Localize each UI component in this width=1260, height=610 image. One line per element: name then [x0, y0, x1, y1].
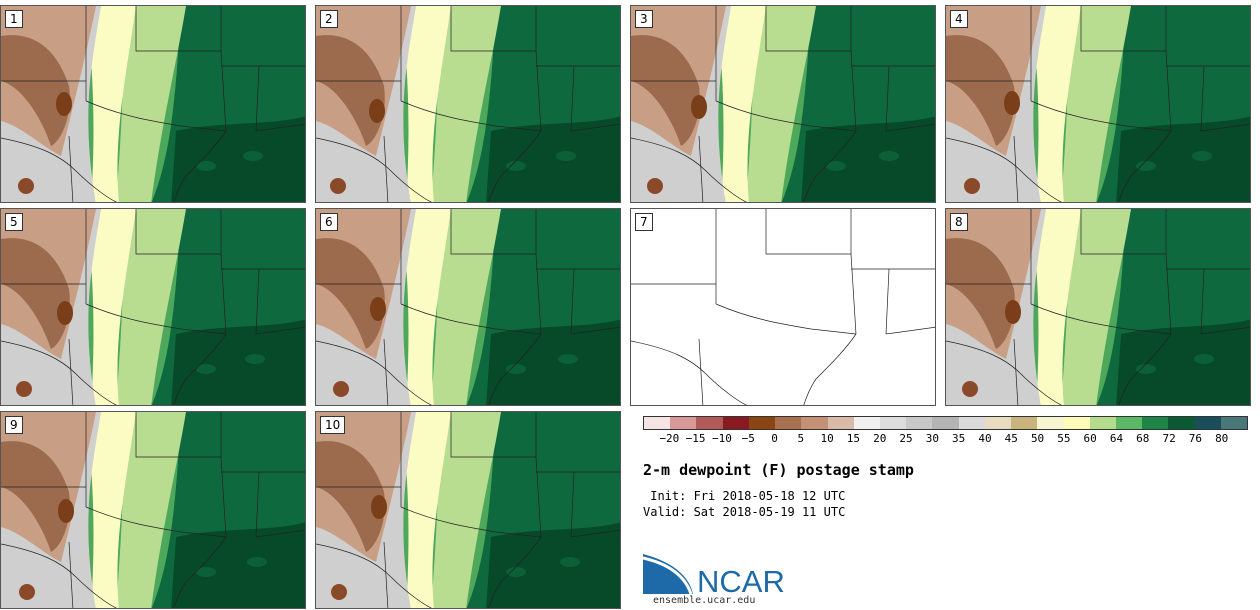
colorbar-ticks: −20 −15 −10 −5 0 5 10 15 20 25 30 35 40 45 50 55 60 64 68 7…	[643, 432, 1248, 448]
panel-number-label: 8	[950, 213, 968, 231]
colorbar-swatch	[670, 417, 697, 429]
postage-stamp-panel: 2	[315, 5, 621, 203]
colorbar-tick-label: 25	[899, 432, 913, 445]
colorbar-tick-label: 35	[952, 432, 966, 445]
colorbar-swatch	[1168, 417, 1195, 429]
colorbar-swatch	[1220, 417, 1248, 429]
colorbar-tick-label: 76	[1188, 432, 1203, 445]
panel-number-label: 10	[320, 416, 346, 434]
colorbar-tick-label: 0	[771, 432, 778, 445]
postage-stamp-panel: 1	[0, 5, 306, 203]
colorbar-tick-label: 15	[846, 432, 861, 445]
postage-stamp-panel: 7	[630, 208, 936, 406]
panel-number-label: 6	[320, 213, 338, 231]
colorbar-tick-label: 45	[1004, 432, 1018, 445]
colorbar-tick-label: 68	[1136, 432, 1150, 445]
colorbar-swatch	[958, 417, 985, 429]
dewpoint-colorbar	[643, 416, 1248, 430]
colorbar-tick-label: −5	[741, 432, 755, 445]
colorbar-tick-label: −10	[711, 432, 732, 445]
chart-title: 2-m dewpoint (F) postage stamp	[643, 461, 914, 479]
postage-stamp-panel: 8	[945, 208, 1251, 406]
colorbar-tick-label: 72	[1162, 432, 1176, 445]
colorbar-swatch	[722, 417, 749, 429]
colorbar-tick-label: 20	[873, 432, 887, 445]
ncar-logo: NCAR	[643, 554, 785, 599]
colorbar-swatch	[1063, 417, 1090, 429]
colorbar-swatch	[644, 417, 671, 429]
colorbar-swatch	[1089, 417, 1116, 429]
colorbar-tick-label: 60	[1083, 432, 1097, 445]
colorbar-tick-label: 10	[820, 432, 834, 445]
colorbar-swatch	[1011, 417, 1038, 429]
colorbar-tick-label: 55	[1057, 432, 1071, 445]
colorbar-tick-label: 5	[797, 432, 805, 445]
valid-time: Valid: Sat 2018-05-19 11 UTC	[643, 505, 846, 519]
colorbar-swatch	[801, 417, 828, 429]
postage-stamp-panel: 3	[630, 5, 936, 203]
colorbar-tick-label: 30	[925, 432, 939, 445]
colorbar-tick-label: −20	[659, 432, 680, 445]
panel-number-label: 2	[320, 10, 338, 28]
postage-stamp-panel: 10	[315, 411, 621, 609]
panel-number-label: 3	[635, 10, 653, 28]
colorbar-swatch	[1037, 417, 1064, 429]
panel-number-label: 7	[635, 213, 653, 231]
colorbar-swatch	[1194, 417, 1221, 429]
colorbar-tick-label: −15	[685, 432, 706, 445]
colorbar-swatch	[853, 417, 880, 429]
colorbar-tick-label: 64	[1109, 432, 1124, 445]
colorbar-swatch	[879, 417, 907, 429]
colorbar-swatch	[748, 417, 776, 429]
colorbar-swatch	[775, 417, 802, 429]
ncar-logo-text: NCAR	[697, 564, 785, 599]
colorbar-swatch	[984, 417, 1012, 429]
colorbar-swatch	[696, 417, 723, 429]
colorbar-swatch	[1142, 417, 1169, 429]
panel-number-label: 4	[950, 10, 968, 28]
colorbar-swatch	[906, 417, 933, 429]
init-time: Init: Fri 2018-05-18 12 UTC	[643, 489, 846, 503]
colorbar-swatch	[827, 417, 854, 429]
colorbar-tick-label: 80	[1215, 432, 1229, 445]
colorbar-swatch	[1115, 417, 1143, 429]
panel-number-label: 5	[5, 213, 23, 231]
panel-number-label: 1	[5, 10, 23, 28]
colorbar-tick-label: 40	[978, 432, 992, 445]
colorbar-swatch	[932, 417, 959, 429]
panel-number-label: 9	[5, 416, 23, 434]
postage-stamp-panel: 9	[0, 411, 306, 609]
logo-url: ensemble.ucar.edu	[653, 595, 756, 606]
colorbar-tick-label: 50	[1030, 432, 1045, 445]
postage-stamp-panel: 6	[315, 208, 621, 406]
postage-stamp-panel: 5	[0, 208, 306, 406]
postage-stamp-panel: 4	[945, 5, 1251, 203]
